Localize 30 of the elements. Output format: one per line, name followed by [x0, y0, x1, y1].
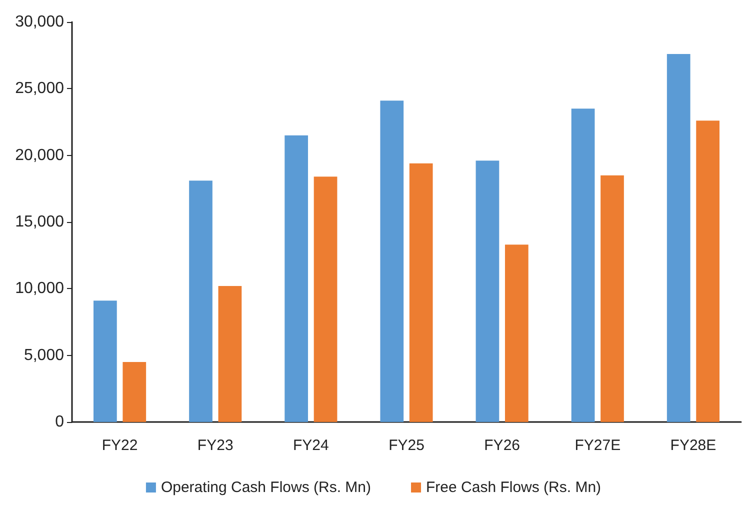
bar: [189, 180, 212, 422]
bar: [218, 286, 242, 422]
y-tick-label: 15,000: [15, 214, 64, 230]
legend-label: Free Cash Flows (Rs. Mn): [426, 479, 602, 496]
bar: [504, 244, 528, 422]
legend-label: Operating Cash Flows (Rs. Mn): [160, 479, 372, 496]
y-tick-label: 10,000: [15, 280, 64, 298]
bar: [696, 120, 720, 422]
bar: [122, 362, 146, 422]
bar: [314, 176, 338, 422]
bar: [94, 300, 117, 422]
y-tick-label: 25,000: [15, 80, 64, 98]
x-tick-label: FY27E: [574, 437, 621, 454]
x-tick-label: FY23: [197, 437, 234, 454]
y-tick-label: 30,000: [15, 14, 64, 30]
x-tick-label: FY24: [293, 437, 329, 454]
x-tick-label: FY22: [102, 437, 138, 454]
bar: [284, 135, 308, 422]
y-tick-label: 0: [55, 414, 64, 430]
bar: [571, 108, 595, 422]
bar: [666, 54, 690, 422]
y-tick-label: 20,000: [15, 146, 64, 164]
bar: [600, 175, 624, 422]
bar: [409, 163, 433, 422]
x-tick-label: FY26: [484, 437, 520, 454]
y-tick-label: 5,000: [24, 346, 64, 364]
bar: [476, 160, 500, 422]
x-tick-label: FY28E: [670, 437, 716, 454]
x-tick-label: FY25: [388, 437, 424, 454]
bar: [380, 100, 404, 422]
